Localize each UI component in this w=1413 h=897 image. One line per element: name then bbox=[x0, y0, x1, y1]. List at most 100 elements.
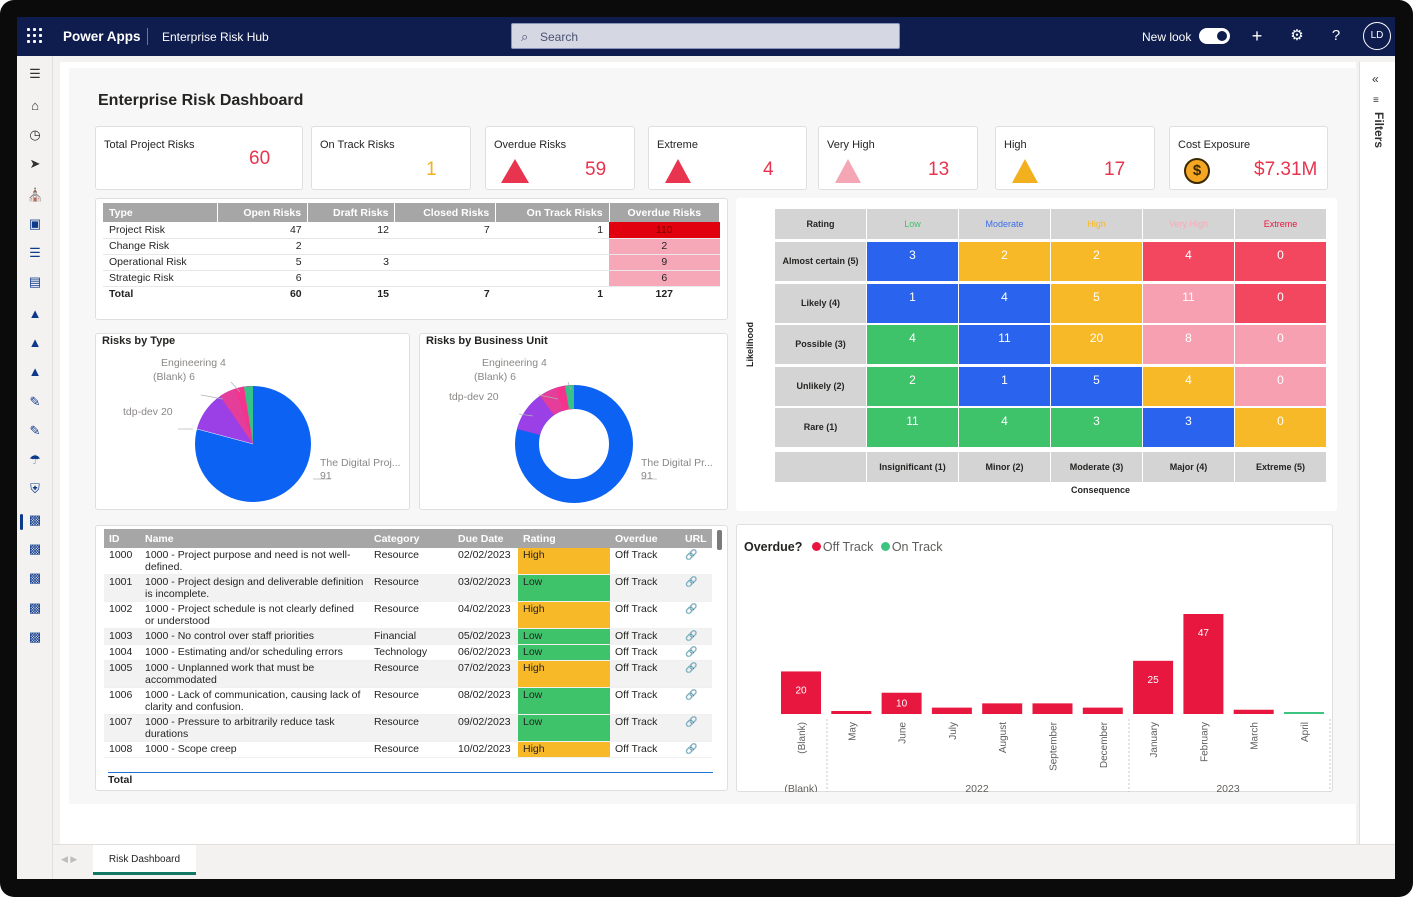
kpi-card-overdue[interactable]: Overdue Risks 59 bbox=[485, 126, 635, 190]
bar-off-track[interactable] bbox=[1183, 614, 1224, 714]
column-header[interactable]: Type bbox=[103, 203, 218, 222]
report-icon[interactable]: ▩ bbox=[28, 541, 42, 556]
column-header[interactable]: Name bbox=[140, 529, 369, 548]
hamburger-icon[interactable]: ☰ bbox=[29, 66, 41, 81]
heatmap-column-header[interactable]: High bbox=[1051, 209, 1142, 239]
column-header[interactable]: Closed Risks bbox=[394, 203, 497, 222]
gear-icon[interactable]: ⚙ bbox=[1290, 27, 1304, 44]
bar-off-track[interactable] bbox=[1032, 703, 1073, 714]
url-cell[interactable]: 🔗 bbox=[680, 628, 712, 645]
tab-scroll-arrows[interactable]: ◀ ▶ bbox=[61, 854, 78, 864]
search-input[interactable]: ⌕ Search bbox=[511, 23, 900, 49]
column-header[interactable]: Rating bbox=[518, 529, 610, 548]
heatmap-cell[interactable]: 11 bbox=[959, 325, 1050, 364]
column-header[interactable]: Open Risks bbox=[217, 203, 309, 222]
board-icon[interactable]: ▤ bbox=[28, 274, 42, 289]
overdue-bar-chart[interactable]: 20 (Blank) May 10 June July August September Dec… bbox=[736, 524, 1333, 792]
kpi-card-extreme[interactable]: Extreme 4 bbox=[648, 126, 807, 190]
pin-icon[interactable]: ➤ bbox=[29, 156, 41, 171]
url-cell[interactable]: 🔗 bbox=[680, 644, 712, 661]
column-header[interactable]: Overdue Risks bbox=[609, 203, 721, 222]
heatmap-cell[interactable]: 4 bbox=[867, 325, 958, 364]
brand-name[interactable]: Power Apps bbox=[63, 29, 141, 44]
heatmap-cell[interactable]: 5 bbox=[1051, 283, 1142, 323]
report-icon[interactable]: ▩ bbox=[28, 629, 42, 644]
heatmap-cell[interactable]: 2 bbox=[867, 366, 958, 406]
kpi-card-cost-exposure[interactable]: Cost Exposure $ $7.31M bbox=[1169, 126, 1328, 190]
heatmap-cell[interactable]: 0 bbox=[1235, 283, 1326, 323]
umbrella-icon[interactable]: ☂ bbox=[29, 452, 41, 467]
plus-icon[interactable]: + bbox=[1251, 26, 1263, 46]
heatmap-cell[interactable]: 0 bbox=[1235, 366, 1326, 406]
url-cell[interactable]: 🔗 bbox=[680, 574, 712, 602]
link-icon[interactable]: 🔗 bbox=[685, 631, 698, 642]
heatmap-cell[interactable]: 3 bbox=[1143, 408, 1234, 447]
report-icon[interactable]: ▩ bbox=[28, 600, 42, 615]
link-icon[interactable]: 🔗 bbox=[685, 717, 698, 728]
column-header[interactable]: ID bbox=[104, 529, 140, 548]
table-row[interactable]: Change Risk 2 2 bbox=[103, 238, 720, 255]
legend-on-track[interactable]: On Track bbox=[891, 540, 943, 554]
report-icon[interactable]: ▩ bbox=[28, 512, 42, 527]
link-icon[interactable]: 🔗 bbox=[685, 604, 698, 615]
home-icon[interactable]: ⌂ bbox=[31, 98, 39, 113]
help-icon[interactable]: ? bbox=[1331, 27, 1341, 44]
column-header[interactable]: On Track Risks bbox=[495, 203, 610, 222]
column-header[interactable]: Overdue bbox=[610, 529, 680, 548]
bar-off-track[interactable] bbox=[1133, 660, 1174, 714]
pie-chart-type[interactable] bbox=[95, 333, 410, 510]
collapse-icon[interactable]: « bbox=[1372, 72, 1379, 86]
kpi-card-total[interactable]: Total Project Risks 60 bbox=[95, 126, 303, 190]
url-cell[interactable]: 🔗 bbox=[680, 660, 712, 688]
donut-chart-unit[interactable] bbox=[419, 333, 728, 510]
form-icon[interactable]: ✎ bbox=[29, 423, 41, 438]
table-row[interactable]: Operational Risk 5 3 9 bbox=[103, 254, 720, 271]
column-header[interactable]: Due Date bbox=[453, 529, 518, 548]
recent-icon[interactable]: ◷ bbox=[29, 127, 41, 142]
form-icon[interactable]: ✎ bbox=[29, 394, 41, 409]
app-launcher-icon[interactable] bbox=[27, 28, 43, 44]
link-icon[interactable]: 🔗 bbox=[685, 550, 698, 561]
folder-icon[interactable]: ▣ bbox=[28, 216, 42, 231]
table-row[interactable]: Project Risk 47 12 7 1 110 bbox=[103, 222, 720, 239]
kpi-card-very-high[interactable]: Very High 13 bbox=[818, 126, 978, 190]
tab-risk-dashboard[interactable]: Risk Dashboard bbox=[93, 845, 196, 875]
new-look-toggle[interactable] bbox=[1199, 28, 1230, 44]
legend-off-track[interactable]: Off Track bbox=[822, 540, 874, 554]
shield-icon[interactable]: ⛨ bbox=[30, 481, 40, 496]
url-cell[interactable]: 🔗 bbox=[680, 714, 712, 742]
url-cell[interactable]: 🔗 bbox=[680, 548, 712, 575]
bar-on-track[interactable] bbox=[1284, 712, 1324, 714]
warning-icon[interactable]: ▲ bbox=[28, 335, 42, 350]
heatmap-cell[interactable]: 2 bbox=[1051, 242, 1142, 281]
table-row[interactable]: 1004 1000 - Estimating and/or scheduling … bbox=[104, 644, 712, 661]
avatar[interactable]: LD bbox=[1363, 22, 1391, 50]
table-row[interactable]: 1000 1000 - Project purpose and need is n… bbox=[104, 548, 712, 575]
filter-icon[interactable]: ≡ bbox=[1373, 95, 1379, 106]
table-row[interactable]: 1005 1000 - Unplanned work that must be a… bbox=[104, 660, 712, 688]
table-row[interactable]: Strategic Risk 6 6 bbox=[103, 270, 720, 287]
heatmap-cell[interactable]: 2 bbox=[959, 242, 1050, 281]
heatmap-cell[interactable]: 4 bbox=[1143, 242, 1234, 281]
heatmap-cell[interactable]: 1 bbox=[867, 283, 958, 323]
link-icon[interactable]: 🔗 bbox=[685, 690, 698, 701]
url-cell[interactable]: 🔗 bbox=[680, 741, 712, 758]
bar-off-track[interactable] bbox=[931, 707, 972, 714]
bar-off-track[interactable] bbox=[831, 711, 872, 714]
heatmap-cell[interactable]: 11 bbox=[867, 408, 958, 447]
heatmap-cell[interactable]: 3 bbox=[1051, 408, 1142, 447]
warning-icon[interactable]: ▲ bbox=[28, 306, 42, 321]
bar-off-track[interactable] bbox=[982, 703, 1023, 714]
heatmap-cell[interactable]: 0 bbox=[1235, 242, 1326, 281]
link-icon[interactable]: 🔗 bbox=[685, 647, 698, 658]
building-icon[interactable]: ⛪ bbox=[27, 187, 44, 202]
link-icon[interactable]: 🔗 bbox=[685, 577, 698, 588]
table-row[interactable]: 1002 1000 - Project schedule is not clear… bbox=[104, 601, 712, 629]
layers-icon[interactable]: ☰ bbox=[29, 245, 41, 260]
bar-off-track[interactable] bbox=[1082, 707, 1123, 714]
filters-pane[interactable] bbox=[1359, 62, 1395, 844]
report-icon[interactable]: ▩ bbox=[28, 570, 42, 585]
column-header[interactable]: Draft Risks bbox=[307, 203, 396, 222]
heatmap-column-header[interactable]: Extreme bbox=[1235, 209, 1326, 239]
warning-icon[interactable]: ▲ bbox=[28, 364, 42, 379]
